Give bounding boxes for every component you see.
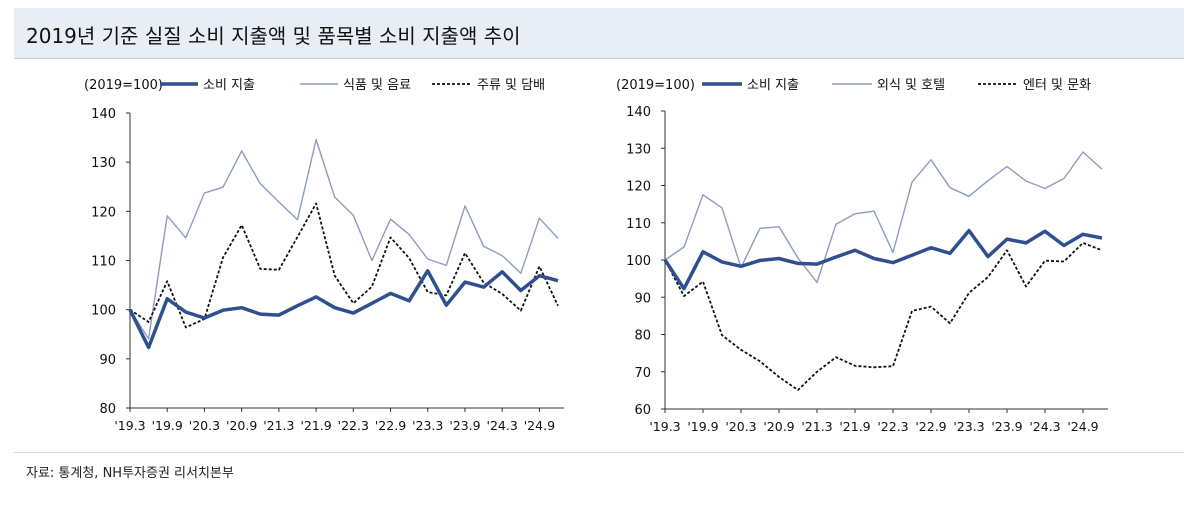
- title-bar: 2019년 기준 실질 소비 지출액 및 품목별 소비 지출액 추이: [14, 8, 1184, 59]
- y-tick-label: 70: [634, 366, 651, 381]
- series-line-1: [663, 228, 1103, 291]
- x-tick-label: '21.3: [801, 419, 832, 434]
- x-tick-label: '22.9: [375, 418, 406, 433]
- unit-label: (2019=100): [84, 78, 163, 93]
- x-tick-label: '19.3: [649, 419, 680, 434]
- series-line-3: [664, 241, 1103, 391]
- source-note: 자료: 통계청, NH투자증권 리서치본부: [26, 466, 234, 481]
- page-title: 2019년 기준 실질 소비 지출액 및 품목별 소비 지출액 추이: [26, 24, 521, 48]
- y-tick-label: 90: [99, 353, 116, 368]
- y-tick-label: 100: [626, 254, 651, 269]
- x-tick-label: '21.9: [300, 418, 331, 433]
- x-tick-label: '20.3: [725, 419, 756, 434]
- chart-left: (2019=100) 소비 지출 식품 및 음료 주류 및 담배 80 90 100 110 1…: [84, 78, 564, 433]
- y-tick-label: 120: [626, 180, 651, 195]
- x-tick-label: '21.3: [263, 418, 294, 433]
- legend-label: 식품 및 음료: [343, 78, 411, 93]
- y-tick-label: 110: [626, 217, 651, 232]
- x-tick-label: '24.9: [1067, 419, 1098, 434]
- footer-divider: [14, 452, 1184, 453]
- x-tick-label: '20.3: [189, 418, 220, 433]
- y-tick-label: 60: [634, 403, 651, 418]
- y-tick-label: 120: [91, 205, 116, 220]
- legend-label: 엔터 및 문화: [1023, 78, 1091, 93]
- y-tick-label: 110: [91, 255, 116, 270]
- x-tick-label: '24.9: [524, 418, 555, 433]
- x-tick-label: '20.9: [763, 419, 794, 434]
- legend-label: 외식 및 호텔: [877, 78, 945, 93]
- legend-label: 소비 지출: [747, 78, 799, 93]
- y-tick-label: 130: [626, 142, 651, 157]
- x-tick-label: '21.9: [839, 419, 870, 434]
- y-tick-label: 100: [91, 304, 116, 319]
- x-tick-label: '23.3: [953, 419, 984, 434]
- x-tick-label: '24.3: [1029, 419, 1060, 434]
- y-tick-label: 80: [634, 329, 651, 344]
- x-tick-label: '22.9: [915, 419, 946, 434]
- series-line-1: [128, 269, 559, 350]
- x-tick-label: '19.3: [114, 418, 145, 433]
- y-tick-label: 140: [626, 105, 651, 120]
- x-tick-label: '19.9: [152, 418, 183, 433]
- legend-label: 주류 및 담배: [477, 78, 545, 93]
- x-tick-label: '23.9: [991, 419, 1022, 434]
- x-tick-label: '19.9: [687, 419, 718, 434]
- x-tick-label: '23.9: [449, 418, 480, 433]
- series-line-2: [129, 138, 559, 340]
- unit-label: (2019=100): [616, 78, 695, 93]
- y-tick-label: 140: [91, 107, 116, 122]
- x-tick-label: '22.3: [877, 419, 908, 434]
- x-tick-label: '22.3: [338, 418, 369, 433]
- series-line-2: [664, 151, 1103, 284]
- chart-right: (2019=100) 소비 지출 외식 및 호텔 엔터 및 문화 60 70 80 90 100…: [616, 78, 1108, 434]
- x-tick-label: '20.9: [226, 418, 257, 433]
- x-tick-label: '24.3: [487, 418, 518, 433]
- x-tick-label: '23.3: [412, 418, 443, 433]
- y-tick-label: 80: [99, 402, 116, 417]
- legend-label: 소비 지출: [203, 78, 255, 93]
- y-tick-label: 90: [634, 291, 651, 306]
- y-tick-label: 130: [91, 156, 116, 171]
